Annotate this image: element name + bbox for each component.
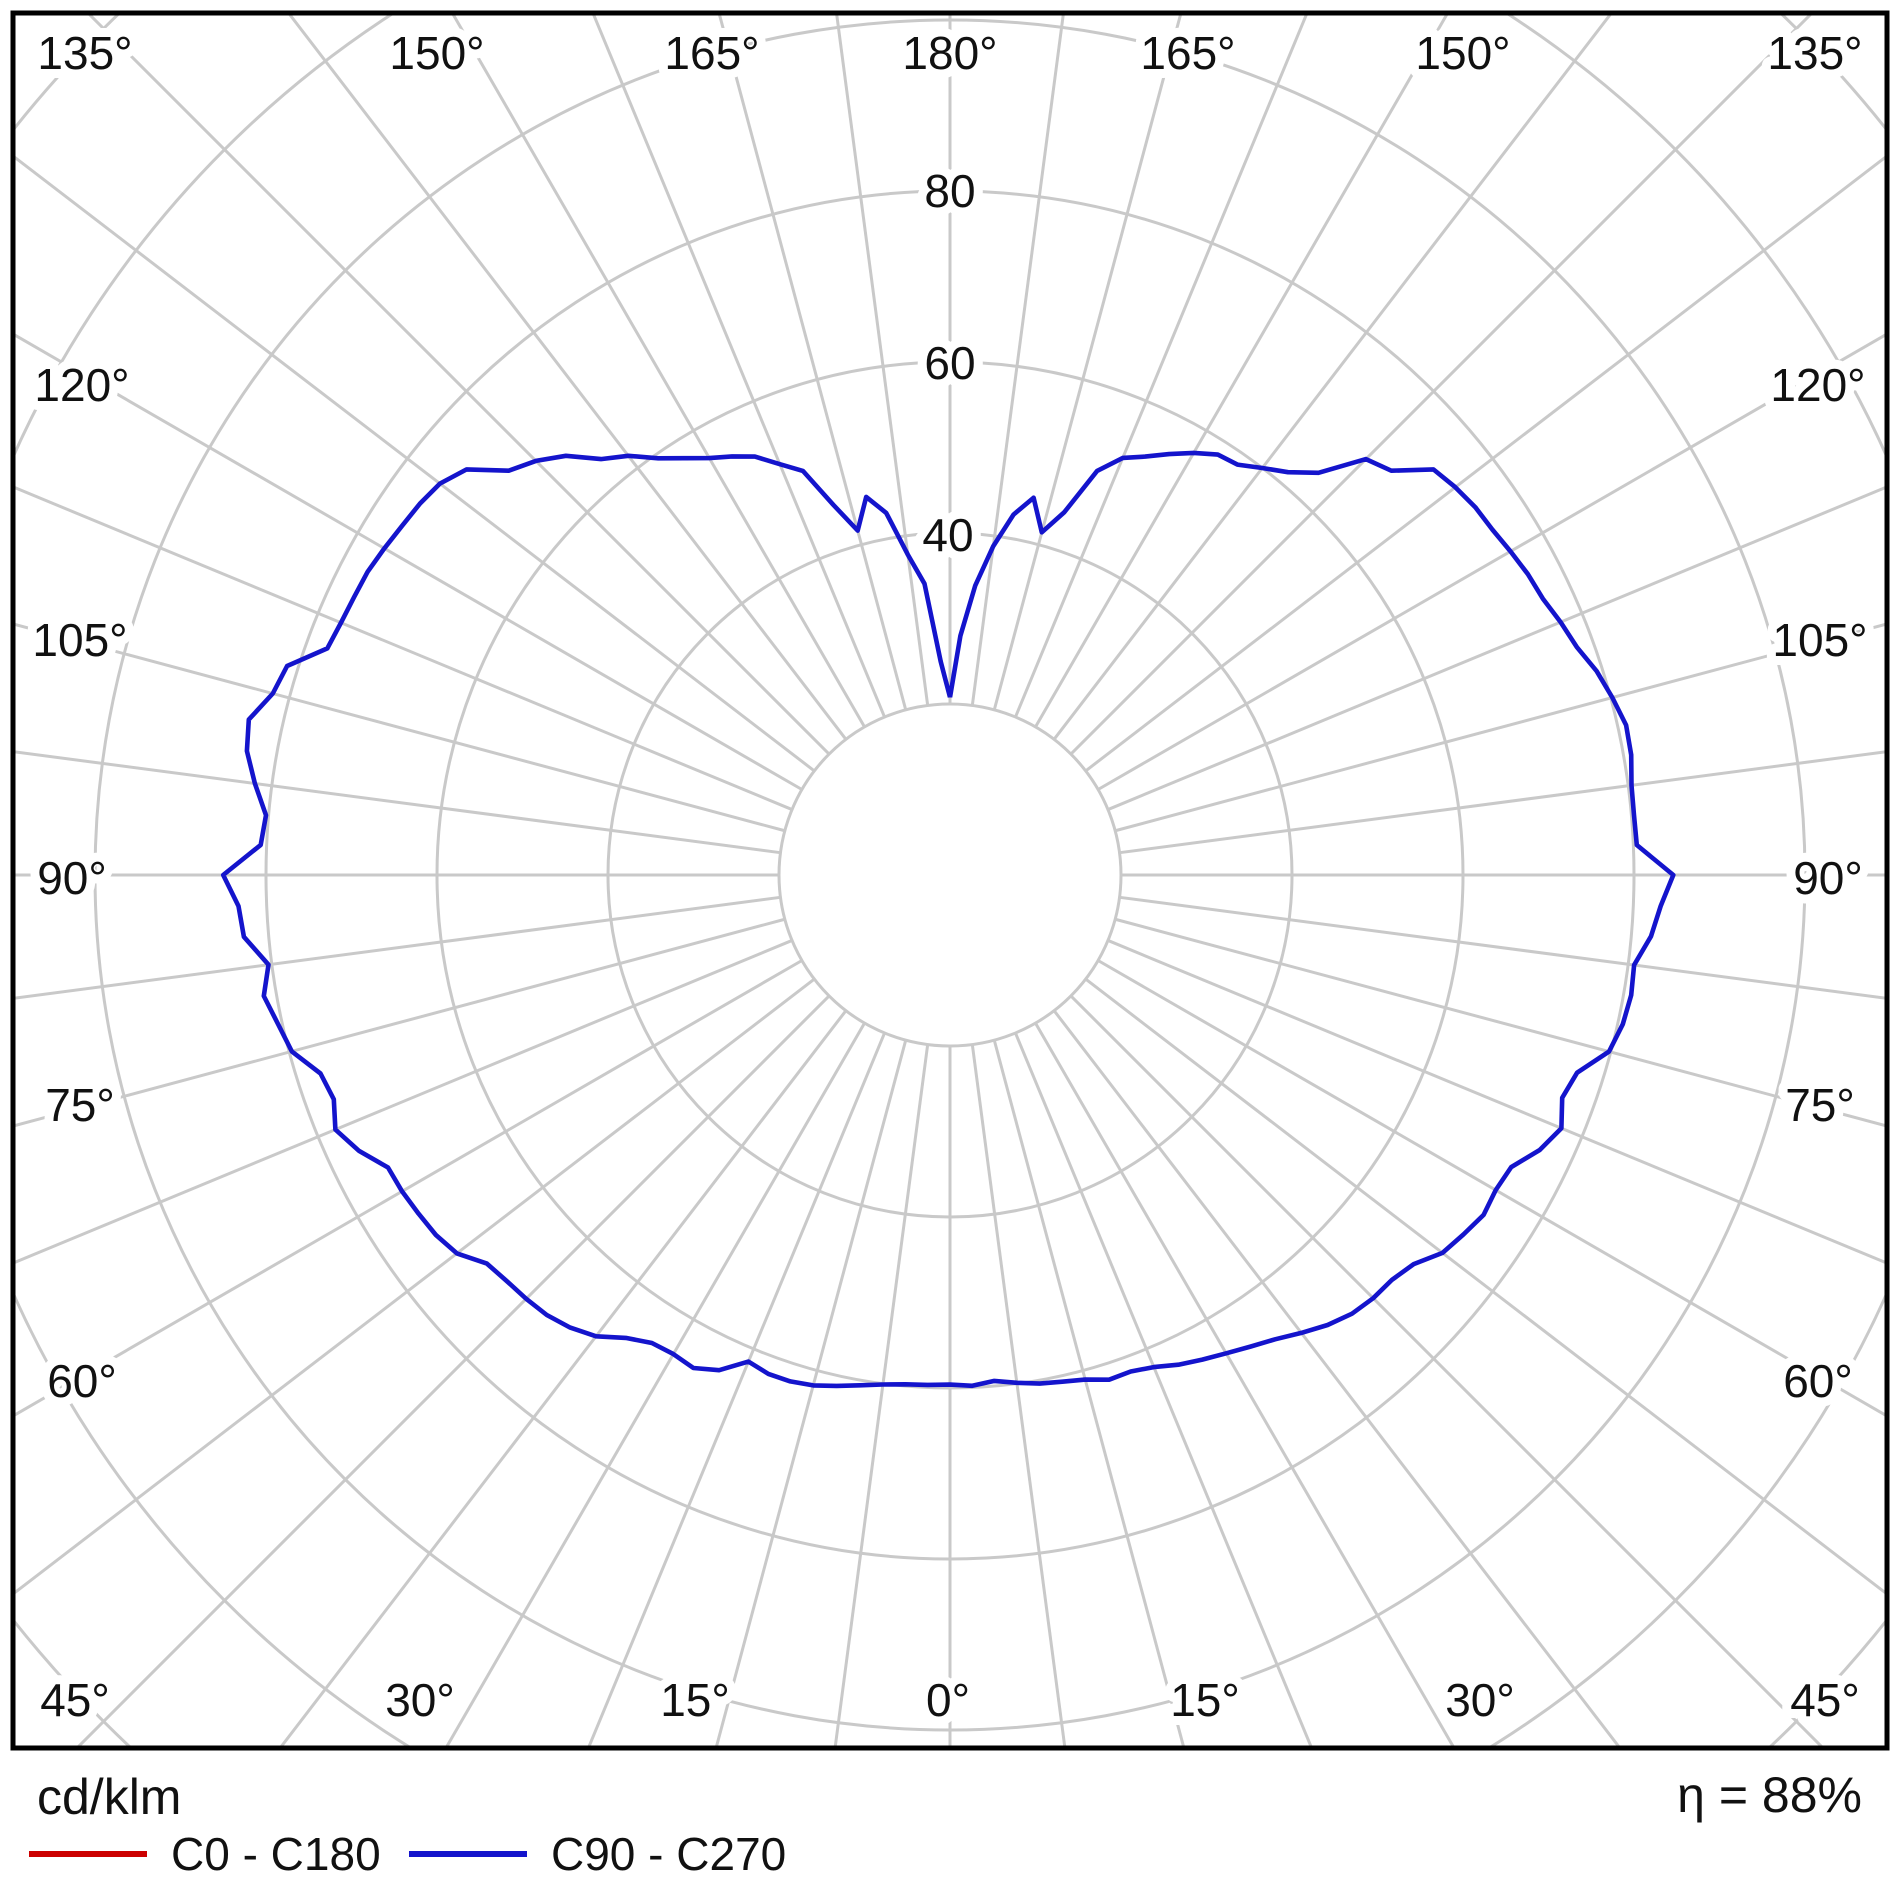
- angle-tick-label: 75°: [1785, 1079, 1855, 1131]
- grid-spoke-52.5: [1084, 977, 1887, 1596]
- grid-spoke-82.5: [1119, 895, 1887, 1000]
- grid-spoke-337.5: [586, 1032, 886, 1748]
- angle-tick-label: 165°: [664, 27, 759, 79]
- grid-spoke-300: [13, 959, 803, 1418]
- ring-tick-label: 60: [924, 337, 975, 389]
- grid-spoke-217.5: [286, 13, 848, 741]
- angle-tick-label: 45°: [1790, 1674, 1860, 1726]
- grid-spoke-127.5: [1084, 154, 1887, 773]
- angle-tick-label: 90°: [1793, 852, 1863, 904]
- grid-spoke-22.5: [1014, 1032, 1314, 1748]
- angle-tick-label: 30°: [385, 1674, 455, 1726]
- angle-tick-label: 15°: [660, 1674, 730, 1726]
- grid-spoke-285: [13, 917, 786, 1128]
- grid-spoke-232.5: [13, 154, 816, 773]
- angle-tick-label: 75°: [45, 1079, 115, 1131]
- legend-item-c0-c180: C0 - C180: [29, 1828, 381, 1880]
- angle-tick-label: 150°: [1415, 27, 1510, 79]
- legend-swatch-blue-line: [409, 1851, 527, 1857]
- grid-spoke-142.5: [1052, 13, 1614, 741]
- grid-spoke-150: [1034, 13, 1450, 728]
- grid-spoke-7.5: [970, 1044, 1067, 1748]
- angle-tick-label: 120°: [1770, 359, 1865, 411]
- grid-spoke-120: [1097, 332, 1887, 791]
- curve-c90-c270: [220, 450, 1676, 1389]
- angle-tick-label: 0°: [926, 1674, 970, 1726]
- angle-tick-label: 60°: [47, 1355, 117, 1407]
- grid-spoke-315: [74, 994, 831, 1748]
- grid-spoke-322.5: [278, 1009, 848, 1748]
- axis-labels: 135° 150° 165° 180° 165° 150° 135° 120° 120° 105°…: [23, 18, 1876, 1735]
- legend-label-c90-c270: C90 - C270: [551, 1828, 787, 1880]
- grid-spoke-225: [85, 13, 831, 756]
- grid-spoke-15: [992, 1039, 1186, 1748]
- grid-spoke-135: [1069, 13, 1815, 756]
- grid-spoke-187.5: [835, 13, 930, 706]
- grid-spoke-255: [13, 622, 786, 833]
- angle-tick-label: 105°: [32, 614, 127, 666]
- angle-tick-label: 135°: [1767, 27, 1862, 79]
- grid-spoke-247.5: [13, 485, 793, 811]
- angle-tick-label: 60°: [1783, 1355, 1853, 1407]
- grid-ring-20: [777, 702, 1123, 1048]
- grid-spoke-60: [1097, 959, 1887, 1418]
- grid-spoke-195: [717, 13, 908, 711]
- grid-spoke-165: [992, 13, 1183, 711]
- grid-spoke-262.5: [13, 750, 781, 855]
- grid-spoke-345: [714, 1039, 908, 1748]
- grid-spoke-277.5: [13, 895, 781, 1000]
- grid-spoke-330: [444, 1022, 866, 1748]
- legend-swatch-red-line: [29, 1851, 147, 1857]
- angle-tick-label: 30°: [1445, 1674, 1515, 1726]
- angle-tick-label: 180°: [902, 27, 997, 79]
- grid-spoke-172.5: [970, 13, 1065, 706]
- ring-tick-label: 40: [922, 509, 973, 561]
- grid-spoke-37.5: [1052, 1009, 1622, 1748]
- ring-tick-label: 80: [924, 165, 975, 217]
- plot-border: [10, 10, 1890, 1751]
- angle-tick-label: 135°: [37, 27, 132, 79]
- grid-spoke-202.5: [591, 13, 886, 718]
- grid-spoke-97.5: [1119, 750, 1887, 855]
- angle-tick-label: 120°: [34, 359, 129, 411]
- grid-spoke-210: [450, 13, 866, 728]
- angle-tick-label: 165°: [1140, 27, 1235, 79]
- grid-spoke-307.5: [13, 977, 816, 1596]
- angle-tick-label: 45°: [40, 1674, 110, 1726]
- grid-spoke-45: [1069, 994, 1826, 1748]
- legend-label-c0-c180: C0 - C180: [171, 1828, 381, 1880]
- grid-spoke-67.5: [1107, 939, 1887, 1265]
- efficiency-value: η = 88%: [1677, 1767, 1862, 1823]
- legend-item-c90-c270: C90 - C270: [409, 1828, 787, 1880]
- grid-spoke-30: [1034, 1022, 1456, 1748]
- grid-spoke-352.5: [833, 1044, 930, 1748]
- angle-tick-label: 105°: [1772, 614, 1867, 666]
- grid-spoke-157.5: [1014, 13, 1309, 718]
- grid-spoke-240: [13, 332, 803, 791]
- grid-spoke-292.5: [13, 939, 793, 1265]
- grid-spoke-105: [1114, 622, 1887, 833]
- grid-spoke-112.5: [1107, 485, 1887, 811]
- angle-tick-label: 150°: [389, 27, 484, 79]
- grid-spoke-75: [1114, 917, 1887, 1128]
- units-label: cd/klm: [37, 1769, 182, 1825]
- angle-tick-label: 15°: [1170, 1674, 1240, 1726]
- angle-tick-label: 90°: [37, 852, 107, 904]
